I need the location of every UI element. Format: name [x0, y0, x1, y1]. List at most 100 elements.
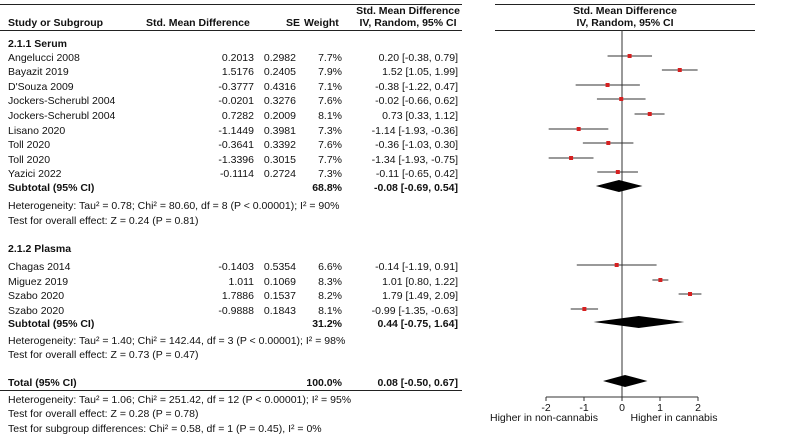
heterogeneity-text: Heterogeneity: Tau² = 0.78; Chi² = 80.60…: [8, 200, 340, 212]
study-se: 0.3981: [263, 125, 296, 137]
plot-header-line2: IV, Random, 95% CI: [576, 17, 674, 29]
overall-effect-text: Test for overall effect: Z = 0.24 (P = 0…: [8, 215, 199, 227]
header-study: Study or Subgroup: [8, 17, 104, 29]
heterogeneity-text: Heterogeneity: Tau² = 1.40; Chi² = 142.4…: [8, 335, 346, 347]
study-se: 0.3015: [263, 154, 296, 166]
study-smd: 1.011: [228, 276, 255, 288]
axis-label-left: Higher in non-cannabis: [490, 412, 598, 424]
study-se: 0.1069: [263, 276, 296, 288]
plot-header-bottom-rule: [495, 30, 755, 31]
study-weight: 7.9%: [318, 66, 342, 78]
study-se: 0.3276: [263, 95, 296, 107]
study-ci: 0.20 [-0.38, 0.79]: [378, 52, 458, 64]
subtotal-weight: 68.8%: [312, 182, 342, 194]
study-smd: -0.9888: [218, 305, 254, 317]
plot-header-line1: Std. Mean Difference: [573, 5, 677, 17]
axis-label-right: Higher in cannabis: [630, 412, 718, 424]
study-smd: -0.0201: [218, 95, 254, 107]
header-se: SE: [286, 17, 301, 29]
study-ci: -0.14 [-1.19, 0.91]: [375, 261, 458, 273]
study-weight: 7.6%: [318, 139, 342, 151]
study-se: 0.1537: [263, 290, 296, 302]
study-se: 0.1843: [263, 305, 296, 317]
subtotal-label: Subtotal (95% CI): [8, 318, 95, 330]
study-se: 0.4316: [263, 81, 296, 93]
study-weight: 7.3%: [318, 168, 342, 180]
group-title-serum: 2.1.1 Serum: [8, 38, 67, 50]
subtotal-weight: 31.2%: [312, 318, 342, 330]
study-ci: 1.52 [1.05, 1.99]: [382, 66, 458, 78]
study-weight: 8.1%: [318, 110, 342, 122]
total-ci: 0.08 [-0.50, 0.67]: [377, 377, 458, 389]
study-ci: 0.73 [0.33, 1.12]: [382, 110, 458, 122]
study-se: 0.3392: [263, 139, 296, 151]
study-point: [569, 156, 574, 160]
study-smd: -0.1114: [219, 168, 254, 180]
study-point: [606, 141, 611, 145]
study-smd: -1.3396: [218, 154, 254, 166]
study-se: 0.2982: [263, 52, 296, 64]
plot-header-top-rule: [495, 4, 755, 5]
study-ci: -0.11 [-0.65, 0.42]: [375, 168, 458, 180]
x-tick-label: 1: [657, 402, 663, 414]
study-smd: -0.1403: [218, 261, 254, 273]
summary-diamond: [603, 375, 648, 387]
study-weight: 8.1%: [318, 305, 342, 317]
x-tick-label: -2: [541, 402, 550, 414]
study-smd: -0.3777: [218, 81, 254, 93]
study-name: Toll 2020: [8, 154, 51, 166]
study-se: 0.5354: [263, 261, 296, 273]
study-ci: -0.38 [-1.22, 0.47]: [375, 81, 458, 93]
study-ci: 1.79 [1.49, 2.09]: [382, 290, 458, 302]
summary-diamond: [593, 316, 685, 328]
header-weight: Weight: [304, 17, 339, 29]
study-name: Szabo 2020: [8, 290, 65, 302]
study-weight: 6.6%: [318, 261, 342, 273]
study-ci: 1.01 [0.80, 1.22]: [382, 276, 458, 288]
x-tick-label: 2: [695, 402, 701, 414]
study-ci: -0.02 [-0.66, 0.62]: [375, 95, 458, 107]
study-point: [688, 292, 693, 296]
study-smd: 0.2013: [221, 52, 254, 64]
subtotal-ci: 0.44 [-0.75, 1.64]: [377, 318, 458, 330]
subgroup-differences-text: Test for subgroup differences: Chi² = 0.…: [8, 423, 322, 435]
study-name: Bayazit 2019: [8, 66, 69, 78]
study-point: [576, 127, 581, 131]
header-top-rule: [0, 4, 462, 5]
study-name: Jockers-Scherubl 2004: [8, 110, 116, 122]
total-label: Total (95% CI): [8, 377, 77, 389]
study-name: Toll 2020: [8, 139, 51, 151]
study-name: Jockers-Scherubl 2004: [8, 95, 116, 107]
x-tick-label: -1: [579, 402, 588, 414]
study-name: D'Souza 2009: [8, 81, 74, 93]
study-name: Miguez 2019: [8, 276, 69, 288]
header-ci-line1: Std. Mean Difference: [356, 5, 460, 17]
total-overall-effect-text: Test for overall effect: Z = 0.28 (P = 0…: [8, 408, 199, 420]
study-name: Chagas 2014: [8, 261, 71, 273]
study-smd: 1.7886: [221, 290, 254, 302]
study-name: Lisano 2020: [8, 125, 66, 137]
subtotal-ci: -0.08 [-0.69, 0.54]: [373, 182, 458, 194]
x-tick-label: 0: [619, 402, 625, 414]
study-smd: -1.1449: [218, 125, 254, 137]
summary-diamond: [595, 180, 643, 192]
header-bottom-rule: [0, 30, 462, 31]
study-se: 0.2724: [263, 168, 296, 180]
total-weight: 100.0%: [306, 377, 342, 389]
study-weight: 8.3%: [318, 276, 342, 288]
header-ci-line2: IV, Random, 95% CI: [359, 17, 457, 29]
table-bottom-rule: [0, 390, 462, 391]
study-name: Yazici 2022: [8, 168, 62, 180]
study-point: [658, 278, 663, 282]
study-smd: -0.3641: [218, 139, 254, 151]
study-point: [627, 54, 632, 58]
group-title-plasma: 2.1.2 Plasma: [8, 243, 72, 255]
study-se: 0.2009: [263, 110, 296, 122]
subtotal-label: Subtotal (95% CI): [8, 182, 95, 194]
study-smd: 0.7282: [221, 110, 254, 122]
study-ci: -1.34 [-1.93, -0.75]: [371, 154, 458, 166]
study-ci: -1.14 [-1.93, -0.36]: [371, 125, 458, 137]
study-se: 0.2405: [263, 66, 296, 78]
study-ci: -0.99 [-1.35, -0.63]: [371, 305, 458, 317]
